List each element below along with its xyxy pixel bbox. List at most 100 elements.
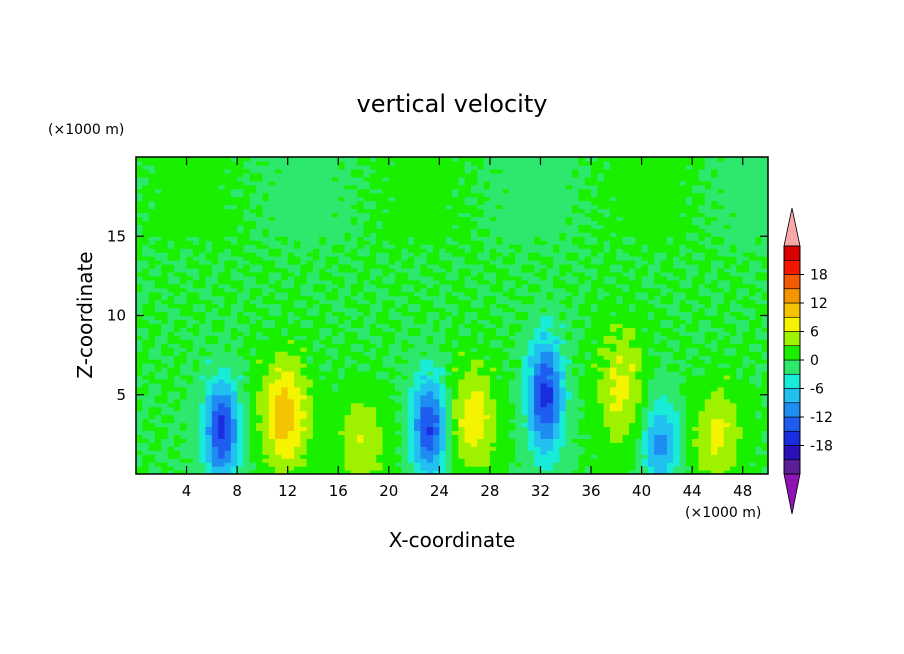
field-cell bbox=[211, 378, 219, 384]
field-cell bbox=[294, 382, 301, 388]
field-cell bbox=[256, 394, 263, 400]
field-cell bbox=[470, 260, 478, 265]
field-cell bbox=[426, 430, 434, 435]
field-cell bbox=[502, 394, 510, 400]
field-cell bbox=[464, 307, 472, 313]
field-cell bbox=[395, 390, 403, 396]
field-cell bbox=[350, 367, 358, 372]
field-cell bbox=[325, 422, 333, 428]
field-cell bbox=[401, 240, 409, 245]
field-cell bbox=[350, 374, 358, 380]
field-cell bbox=[319, 315, 327, 321]
field-cell bbox=[173, 307, 181, 313]
field-cell bbox=[224, 347, 232, 352]
field-cell bbox=[445, 260, 453, 265]
field-cell bbox=[237, 327, 245, 332]
field-cell bbox=[148, 363, 156, 368]
field-cell bbox=[439, 180, 447, 186]
field-cell bbox=[243, 299, 251, 305]
field-cell bbox=[306, 248, 314, 253]
field-cell bbox=[388, 418, 396, 424]
field-cell bbox=[395, 438, 403, 443]
field-cell bbox=[388, 311, 396, 317]
field-cell bbox=[243, 466, 251, 471]
field-cell bbox=[275, 192, 282, 198]
field-cell bbox=[401, 224, 409, 229]
field-cell bbox=[439, 339, 447, 344]
field-cell bbox=[287, 339, 295, 344]
field-cell bbox=[173, 315, 181, 321]
field-cell bbox=[433, 248, 440, 253]
field-cell bbox=[325, 180, 333, 186]
field-cell bbox=[243, 406, 251, 412]
field-cell bbox=[502, 275, 510, 281]
field-cell bbox=[281, 394, 289, 400]
field-cell bbox=[180, 339, 188, 344]
field-cell bbox=[420, 402, 428, 408]
field-cell bbox=[262, 327, 270, 332]
field-cell bbox=[167, 212, 175, 218]
field-cell bbox=[395, 378, 403, 384]
field-cell bbox=[136, 367, 143, 372]
field-cell bbox=[458, 260, 466, 265]
field-cell bbox=[350, 466, 358, 471]
field-cell bbox=[287, 267, 295, 273]
field-cell bbox=[306, 232, 314, 237]
field-cell bbox=[363, 212, 371, 218]
field-cell bbox=[173, 160, 181, 166]
field-cell bbox=[249, 204, 257, 210]
field-cell bbox=[477, 398, 485, 404]
field-cell bbox=[439, 176, 447, 182]
field-cell bbox=[470, 422, 478, 428]
field-cell bbox=[388, 466, 396, 471]
field-cell bbox=[136, 438, 143, 443]
field-cell bbox=[477, 208, 485, 214]
field-cell bbox=[433, 406, 440, 412]
field-cell bbox=[173, 374, 181, 380]
field-cell bbox=[433, 200, 440, 206]
field-cell bbox=[369, 382, 377, 388]
field-cell bbox=[154, 299, 162, 305]
field-cell bbox=[186, 184, 194, 190]
field-cell bbox=[426, 232, 434, 237]
field-cell bbox=[287, 311, 295, 317]
field-cell bbox=[350, 188, 358, 194]
field-cell bbox=[205, 196, 213, 202]
field-cell bbox=[464, 157, 472, 162]
field-cell bbox=[527, 386, 535, 392]
field-cell bbox=[515, 164, 523, 170]
field-cell bbox=[464, 256, 472, 261]
field-cell bbox=[230, 180, 238, 186]
field-cell bbox=[489, 267, 497, 273]
field-cell bbox=[142, 160, 150, 166]
field-cell bbox=[186, 390, 194, 396]
field-cell bbox=[401, 157, 409, 162]
field-cell bbox=[376, 303, 384, 309]
field-cell bbox=[287, 374, 295, 380]
field-cell bbox=[382, 370, 390, 376]
field-cell bbox=[527, 382, 535, 388]
field-cell bbox=[306, 458, 314, 463]
field-cell bbox=[382, 263, 390, 269]
field-cell bbox=[331, 462, 339, 467]
field-cell bbox=[325, 176, 333, 182]
field-cell bbox=[262, 410, 270, 416]
field-cell bbox=[142, 406, 150, 412]
field-cell bbox=[173, 271, 181, 277]
field-cell bbox=[458, 327, 466, 332]
field-cell bbox=[173, 327, 181, 332]
field-cell bbox=[300, 398, 308, 404]
field-cell bbox=[344, 168, 352, 174]
field-cell bbox=[237, 168, 245, 174]
field-cell bbox=[173, 291, 181, 297]
field-cell bbox=[426, 157, 434, 162]
field-cell bbox=[268, 394, 276, 400]
field-cell bbox=[243, 295, 251, 301]
field-cell bbox=[218, 271, 226, 277]
field-cell bbox=[508, 378, 516, 384]
field-cell bbox=[173, 192, 181, 198]
field-cell bbox=[527, 343, 535, 348]
field-cell bbox=[325, 224, 333, 229]
field-cell bbox=[218, 311, 226, 317]
field-cell bbox=[199, 470, 207, 474]
